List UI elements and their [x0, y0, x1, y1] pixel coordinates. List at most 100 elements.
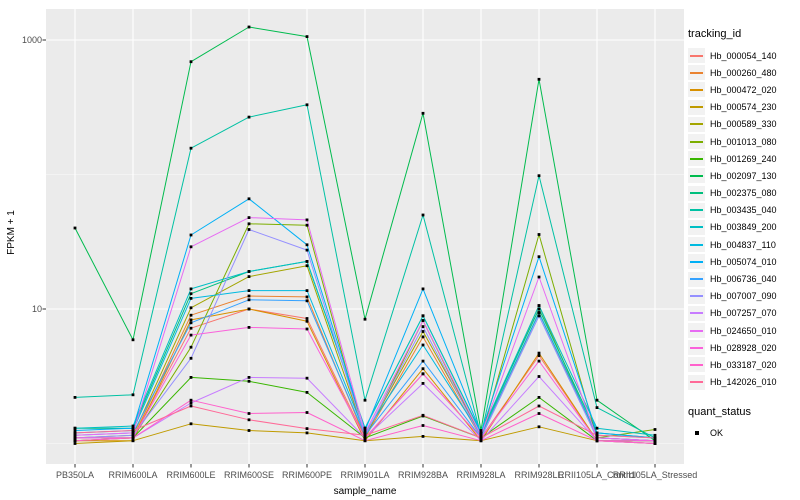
legend-item-Hb_033187_020: Hb_033187_020: [688, 356, 800, 373]
legend-item-Hb_007257_070: Hb_007257_070: [688, 305, 800, 322]
data-point: [537, 412, 541, 415]
legend-line-icon: [690, 226, 703, 229]
legend-item-label: Hb_001013_080: [710, 136, 777, 147]
data-point: [421, 111, 425, 115]
legend-key: [688, 271, 705, 287]
legend-item-label: Hb_003849_200: [710, 222, 777, 233]
legend-item-label: Hb_000472_020: [710, 84, 777, 95]
data-point: [247, 25, 251, 29]
data-point: [363, 439, 367, 443]
data-point: [189, 146, 193, 150]
data-point: [421, 330, 425, 333]
legend-item-quant-OK: OK: [688, 425, 800, 442]
legend-item-label: Hb_003435_040: [710, 205, 777, 216]
data-point: [73, 429, 77, 432]
legend-item-label: Hb_002097_130: [710, 170, 777, 181]
data-point: [305, 299, 309, 303]
x-tick-label-RRIM600LA: RRIM600LA: [108, 470, 158, 480]
legend-line-icon: [690, 346, 703, 349]
legend-line-icon: [690, 295, 703, 298]
data-point: [189, 398, 193, 402]
data-point: [131, 426, 135, 430]
data-point: [305, 411, 309, 414]
legend-item-label: Hb_033187_020: [710, 359, 777, 370]
data-point: [421, 325, 425, 328]
data-point: [189, 333, 193, 337]
data-point: [305, 317, 309, 320]
data-point: [479, 436, 483, 440]
data-point: [305, 289, 309, 292]
legend-key: [688, 116, 705, 132]
data-point: [595, 433, 599, 437]
legend-item-label: Hb_001269_240: [710, 153, 777, 164]
legend-item-label: Hb_006736_040: [710, 274, 777, 285]
legend-line-icon: [690, 88, 703, 91]
data-point: [189, 376, 193, 379]
legend-item-label: Hb_000260_480: [710, 67, 777, 78]
data-point: [537, 307, 541, 311]
data-point: [421, 435, 425, 438]
data-point: [479, 439, 483, 443]
data-point: [595, 406, 599, 409]
legend-line-icon: [690, 157, 703, 160]
data-point: [653, 433, 657, 437]
data-point: [189, 422, 193, 426]
legend-key: [688, 151, 705, 167]
data-point: [131, 439, 135, 443]
data-point: [595, 436, 599, 440]
legend-key: [688, 202, 705, 218]
legend-item-Hb_000589_330: Hb_000589_330: [688, 116, 800, 133]
data-point: [537, 375, 541, 378]
data-point: [247, 222, 251, 226]
data-point: [247, 228, 251, 231]
data-point: [537, 396, 541, 399]
data-point: [73, 396, 77, 399]
data-point: [189, 292, 193, 296]
data-point: [363, 398, 367, 402]
legend-item-label: Hb_142026_010: [710, 377, 777, 388]
data-point: [189, 401, 193, 405]
legend-line-icon: [690, 363, 703, 366]
legend-tracking-title: tracking_id: [688, 28, 742, 40]
data-point: [653, 428, 657, 431]
legend-item-Hb_007007_090: Hb_007007_090: [688, 288, 800, 305]
legend-line-icon: [690, 312, 703, 315]
y-tick-label: 1000: [21, 35, 42, 45]
data-point: [537, 354, 541, 357]
data-point: [479, 433, 483, 437]
legend-key: [688, 219, 705, 235]
legend-key: [688, 134, 705, 150]
data-point: [247, 197, 251, 201]
data-point: [363, 317, 367, 321]
data-point: [73, 439, 77, 443]
legend-line-icon: [690, 243, 703, 246]
legend-key: [688, 237, 705, 253]
data-point: [305, 103, 309, 107]
data-point: [247, 298, 251, 302]
data-point: [73, 436, 77, 440]
data-point: [363, 433, 367, 437]
data-point: [189, 318, 193, 322]
data-point: [305, 218, 309, 222]
gridlines: [46, 9, 684, 464]
legend-line-icon: [690, 123, 703, 126]
legend-item-label: Hb_005074_010: [710, 256, 777, 267]
data-point: [247, 294, 251, 298]
x-tick-label-RRII105LA_Stressed: RRII105LA_Stressed: [612, 470, 698, 480]
data-point: [421, 413, 425, 417]
x-axis-title: sample_name: [333, 486, 397, 497]
legend-quant-title: quant_status: [688, 405, 751, 418]
legend-item-label: OK: [710, 428, 724, 439]
data-point: [247, 216, 251, 219]
data-point: [653, 442, 657, 445]
data-point: [189, 287, 193, 291]
data-point: [247, 326, 251, 329]
data-point: [421, 424, 425, 427]
data-point: [537, 233, 541, 236]
data-point: [131, 393, 135, 397]
y-axis-title: FPKM + 1: [5, 209, 17, 255]
data-point: [421, 287, 425, 291]
data-point: [305, 427, 309, 430]
data-point: [479, 429, 483, 432]
legend-item-label: Hb_000574_230: [710, 102, 777, 113]
